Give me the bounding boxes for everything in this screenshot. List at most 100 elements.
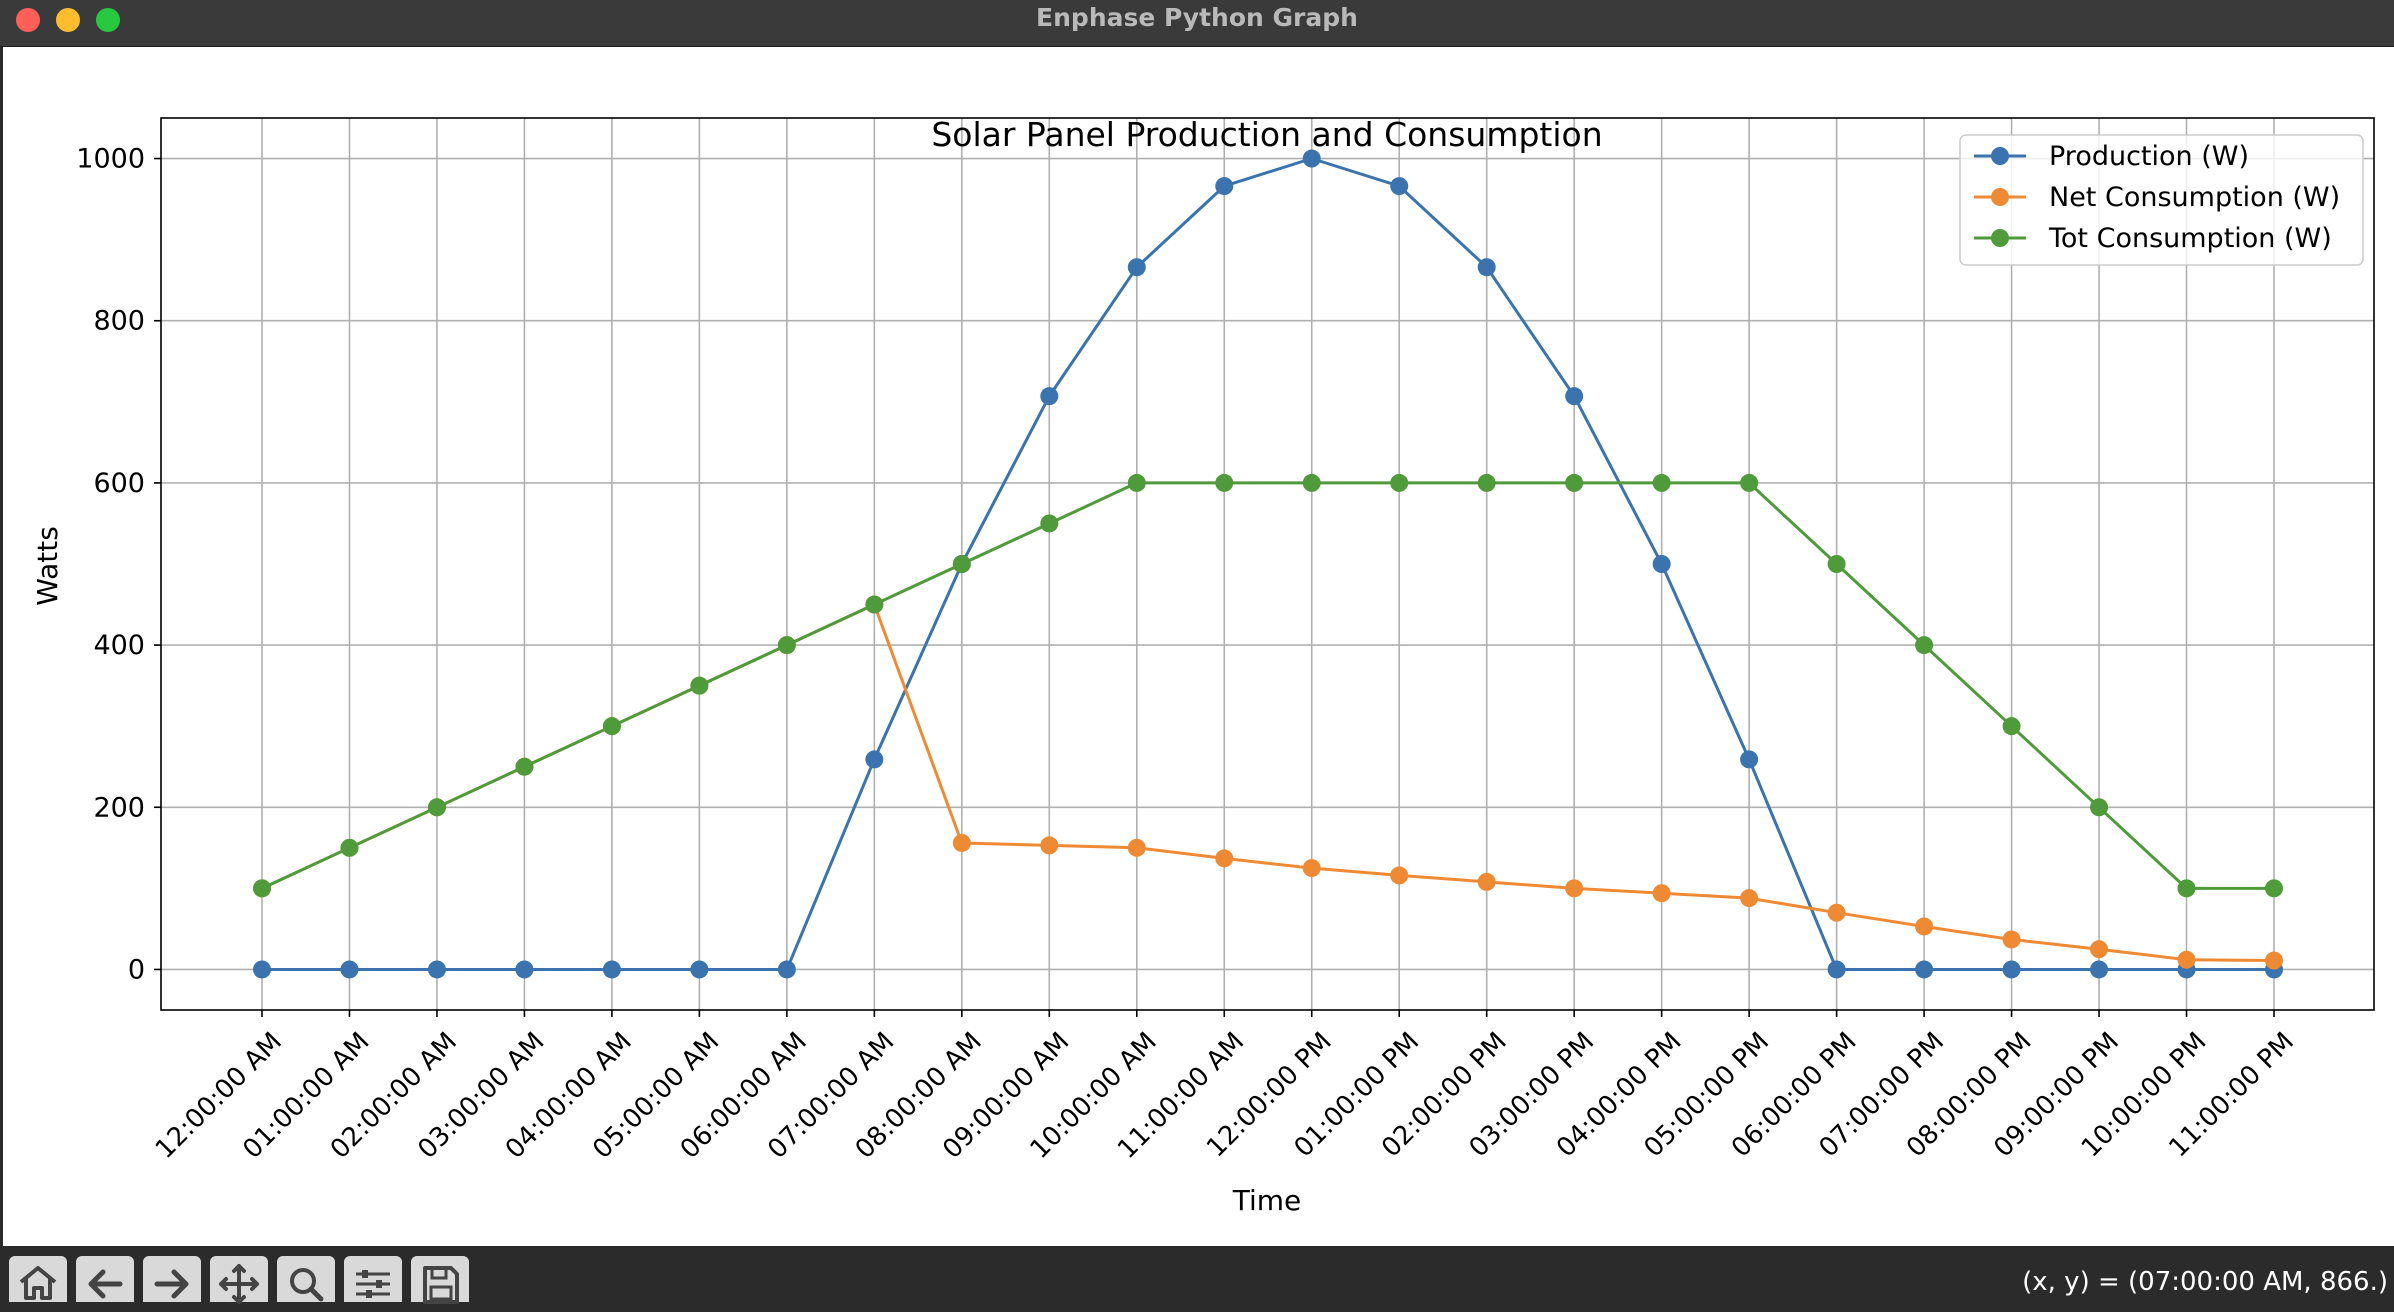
data-point — [777, 636, 796, 655]
data-point — [427, 798, 446, 817]
data-point — [1740, 889, 1759, 908]
cursor-coordinates-readout: (x, y) = (07:00:00 AM, 866.) — [2022, 1267, 2388, 1297]
data-point — [1215, 177, 1234, 196]
move-icon — [219, 1264, 259, 1304]
y-tick-label: 0 — [128, 954, 145, 985]
legend-frame — [1959, 134, 2364, 266]
data-point — [2177, 879, 2196, 898]
series-net — [253, 595, 2283, 970]
window-title: Enphase Python Graph — [1036, 3, 1358, 32]
data-point — [1390, 473, 1409, 492]
data-point — [2090, 940, 2109, 959]
data-point — [1040, 514, 1059, 533]
y-tick-label: 400 — [93, 630, 145, 661]
data-point — [1215, 849, 1234, 868]
data-point — [1915, 960, 1934, 979]
back-button[interactable] — [76, 1256, 134, 1302]
data-point — [952, 833, 971, 852]
y-tick-label: 600 — [93, 468, 145, 499]
data-point — [1827, 960, 1846, 979]
data-point — [253, 960, 271, 979]
series-line — [261, 603, 2275, 962]
data-point — [1127, 473, 1146, 492]
figure-canvas[interactable]: 12:00:00 AM 01:00:00 AM 02:00:00 AM 03:00:0… — [3, 47, 2394, 1246]
data-point — [1477, 258, 1496, 277]
legend-label: Tot Consumption (W) — [2048, 223, 2332, 254]
y-axis-label: Watts — [31, 526, 64, 606]
series-line — [261, 481, 2274, 890]
window-titlebar: Enphase Python Graph — [0, 0, 2394, 47]
data-point — [1915, 917, 1934, 936]
data-point — [2265, 879, 2283, 898]
save-icon — [423, 1266, 459, 1304]
data-point — [602, 717, 621, 736]
data-point — [690, 960, 709, 979]
data-point — [1477, 473, 1496, 492]
data-point — [602, 960, 621, 979]
legend-label: Production (W) — [2049, 141, 2249, 172]
sliders-icon — [356, 1270, 390, 1298]
magnifier-icon — [290, 1268, 324, 1302]
data-point — [1127, 258, 1146, 277]
home-button[interactable] — [9, 1256, 67, 1302]
data-point — [1390, 866, 1409, 885]
close-window-button[interactable] — [16, 8, 40, 32]
forward-button[interactable] — [143, 1256, 201, 1302]
y-tick-label: 200 — [93, 792, 145, 823]
data-point — [865, 595, 884, 614]
data-point — [1040, 836, 1059, 855]
maximize-window-button[interactable] — [96, 8, 120, 32]
minimize-window-button[interactable] — [56, 8, 80, 32]
data-point — [1827, 555, 1846, 573]
arrow-right-icon — [154, 1269, 189, 1299]
data-point — [2002, 960, 2021, 979]
data-point — [1652, 555, 1671, 573]
data-point — [2177, 950, 2196, 969]
y-tick-label: 1000 — [76, 144, 145, 175]
legend-marker — [1991, 229, 2009, 247]
save-button[interactable] — [411, 1256, 469, 1304]
data-point — [1652, 473, 1671, 492]
data-point — [340, 838, 359, 857]
data-point — [777, 960, 796, 979]
data-point — [1740, 473, 1759, 492]
legend: Production (W) Net Consumption (W) Tot Con… — [1959, 134, 2364, 266]
home-icon — [19, 1266, 57, 1300]
data-point — [515, 757, 534, 776]
data-point — [1565, 473, 1584, 492]
zoom-button[interactable] — [277, 1256, 335, 1302]
data-point — [1477, 872, 1496, 891]
legend-marker — [1991, 147, 2009, 165]
data-point — [1215, 473, 1234, 492]
data-point — [1915, 636, 1934, 655]
x-axis-label: Time — [1232, 1184, 1302, 1217]
data-point — [2002, 717, 2021, 736]
data-point — [952, 555, 971, 573]
pan-button[interactable] — [210, 1256, 268, 1304]
series-layer — [253, 149, 2283, 979]
data-point — [340, 960, 359, 979]
series-production — [253, 149, 2283, 979]
configure-subplots-button[interactable] — [344, 1256, 402, 1302]
arrow-left-icon — [88, 1269, 123, 1299]
data-point — [1302, 149, 1321, 168]
data-point — [1565, 387, 1584, 406]
data-point — [1740, 750, 1759, 769]
data-point — [690, 676, 709, 695]
data-point — [1302, 859, 1321, 878]
data-point — [2090, 960, 2109, 979]
data-point — [1040, 387, 1059, 406]
plot-frame — [160, 117, 2375, 1011]
data-point — [1565, 879, 1584, 898]
navigation-toolbar: (x, y) = (07:00:00 AM, 866.) — [0, 1246, 2394, 1304]
series-total — [253, 473, 2283, 898]
data-point — [1127, 838, 1146, 857]
legend-marker — [1991, 188, 2009, 206]
data-point — [515, 960, 534, 979]
series-line — [262, 157, 2274, 971]
data-point — [2265, 951, 2283, 970]
data-point — [253, 879, 271, 898]
legend-label: Net Consumption (W) — [2049, 182, 2340, 213]
